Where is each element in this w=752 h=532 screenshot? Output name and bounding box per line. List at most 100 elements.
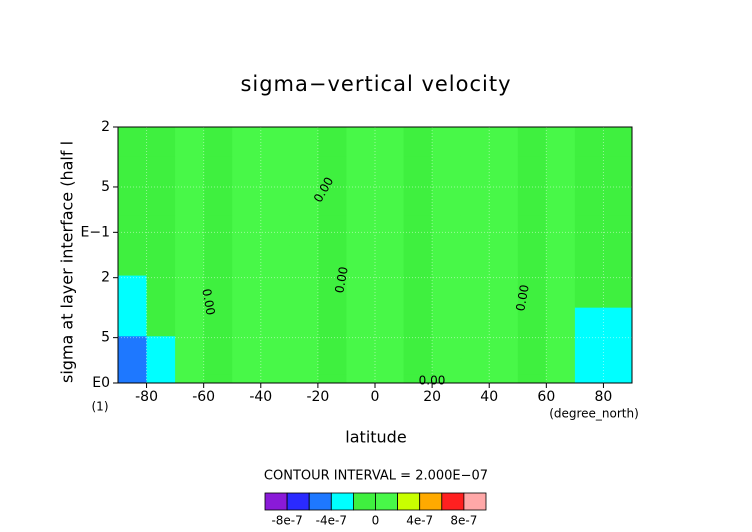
contour-cell (546, 127, 576, 158)
contour-cell (232, 185, 262, 217)
contour-cell (260, 374, 290, 384)
contour-cell (232, 156, 262, 187)
contour-cell (375, 358, 405, 375)
contour-cell (346, 307, 376, 337)
contour-cell (346, 336, 376, 360)
y-axis-unit: (1) (92, 400, 109, 414)
contour-cell (375, 374, 405, 384)
contour-cell (546, 275, 576, 309)
contour-cell (260, 127, 290, 158)
contour-cell (118, 185, 148, 217)
y-tick-label: E0 (92, 375, 110, 391)
contour-cell (146, 307, 176, 337)
plot-frame (117, 126, 633, 384)
contour-interval: CONTOUR INTERVAL = 2.000E−07 (264, 469, 488, 484)
contour-cell (432, 215, 462, 247)
colorbar-label: 0 (372, 514, 380, 528)
contour-cell (603, 215, 633, 247)
contour-cell (232, 127, 262, 158)
contour-cell (203, 336, 233, 360)
contour-cell (260, 215, 290, 247)
contour-cell (574, 307, 604, 337)
x-tick-label: -20 (306, 389, 329, 405)
contour-cell (489, 185, 519, 217)
contour-cell (146, 156, 176, 187)
contour-cell (403, 245, 433, 277)
contour-cell (489, 156, 519, 187)
x-tick-label: 40 (480, 389, 498, 405)
contour-cell (260, 336, 290, 360)
contour-cell (175, 127, 205, 158)
contour-cell (289, 215, 319, 247)
contour-cell (118, 215, 148, 247)
contour-cell (546, 374, 576, 384)
contour-cell (289, 307, 319, 337)
contour-cell (603, 336, 633, 360)
contour-cell (118, 127, 148, 158)
contour-cell (603, 156, 633, 187)
contour-cell (146, 245, 176, 277)
contour-cell (260, 245, 290, 277)
contour-cell (232, 245, 262, 277)
contour-cell (346, 358, 376, 375)
colorbar-label: 8e-7 (450, 514, 477, 528)
contour-cell (203, 358, 233, 375)
x-tick-label: -40 (249, 389, 272, 405)
contour-cell (489, 127, 519, 158)
colorbar-box (264, 492, 288, 511)
x-axis-unit: (degree_north) (549, 407, 639, 421)
contour-cell (346, 185, 376, 217)
contour-cell (317, 156, 347, 187)
contour-cell (118, 336, 148, 360)
contour-cell (517, 307, 547, 337)
y-tick-label: E−1 (81, 224, 110, 240)
contour-cell (375, 245, 405, 277)
contour-cell (146, 374, 176, 384)
contour-cell (403, 156, 433, 187)
contour-cell (432, 127, 462, 158)
contour-cell (317, 275, 347, 309)
contour-cell (403, 374, 433, 384)
contour-cell (546, 245, 576, 277)
contour-cell (317, 374, 347, 384)
contour-cell (489, 275, 519, 309)
contour-cell (603, 245, 633, 277)
x-tick-label: 60 (537, 389, 555, 405)
colorbar-box (330, 492, 354, 511)
contour-cell (146, 336, 176, 360)
contour-cell (232, 215, 262, 247)
contour-cell (146, 185, 176, 217)
contour-cell (317, 185, 347, 217)
contour-cell (432, 156, 462, 187)
contour-cell (260, 275, 290, 309)
contour-cell (175, 358, 205, 375)
contour-cell (403, 336, 433, 360)
y-tick-label: 5 (101, 179, 110, 195)
contour-cell (289, 374, 319, 384)
contour-cell (403, 215, 433, 247)
contour-cell (489, 358, 519, 375)
contour-cell (460, 374, 490, 384)
contour-cell (146, 127, 176, 158)
contour-cell (517, 245, 547, 277)
contour-cell (346, 215, 376, 247)
contour-cell (317, 245, 347, 277)
contour-cell (146, 358, 176, 375)
contour-cell (403, 127, 433, 158)
contour-cell (432, 336, 462, 360)
contour-cell (232, 358, 262, 375)
contour-cell (603, 374, 633, 384)
contour-cell (517, 336, 547, 360)
contour-cell (175, 374, 205, 384)
contour-cell (203, 185, 233, 217)
contour-cell (517, 127, 547, 158)
contour-cell (574, 275, 604, 309)
contour-cell (146, 275, 176, 309)
contour-cell (289, 358, 319, 375)
contour-cell (403, 275, 433, 309)
contour-cell (432, 245, 462, 277)
y-axis-label: sigma at layer interface (half l (58, 141, 77, 383)
y-tick-label: 2 (101, 119, 110, 135)
contour-cell (432, 374, 462, 384)
contour-cell (403, 185, 433, 217)
